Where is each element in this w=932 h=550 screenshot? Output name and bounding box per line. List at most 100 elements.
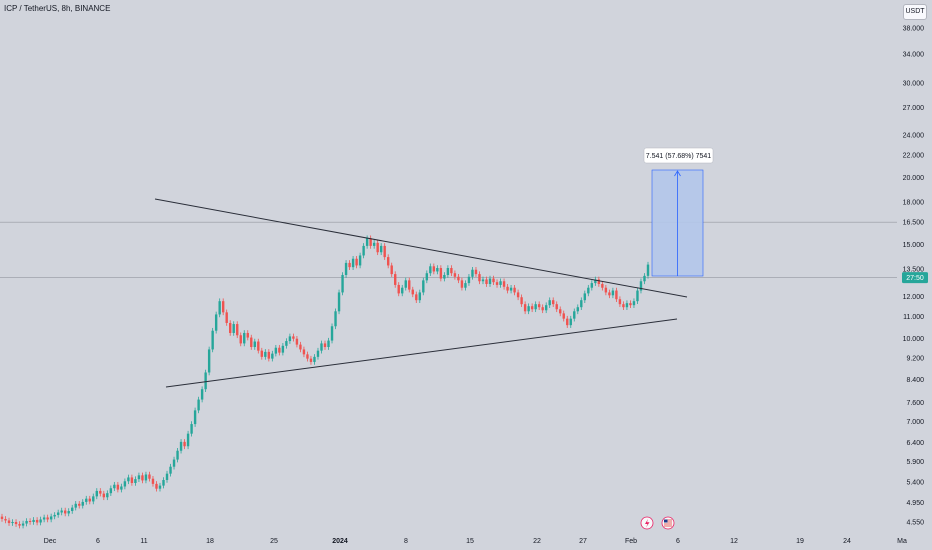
candle-body: [474, 269, 478, 275]
candle: [4, 516, 7, 524]
candle-body: [443, 274, 446, 279]
candle-body: [42, 517, 46, 520]
candle-body: [544, 305, 548, 311]
candle-body: [559, 309, 562, 314]
candle-body: [74, 503, 77, 508]
candle-body: [397, 284, 400, 294]
candle-body: [63, 510, 67, 514]
candle: [436, 265, 439, 275]
candle-body: [464, 283, 467, 288]
candle-body: [88, 498, 91, 502]
candle: [425, 270, 429, 284]
measure-arrow-head: [674, 170, 681, 177]
candle: [573, 308, 576, 322]
us-flag-event-icon[interactable]: [661, 516, 675, 530]
currency-badge[interactable]: USDT: [903, 4, 927, 20]
candle-body: [274, 347, 278, 354]
candle: [615, 287, 618, 303]
candle: [323, 340, 327, 350]
candle-body: [106, 493, 109, 498]
support-trendline[interactable]: [165, 318, 678, 388]
candle: [134, 476, 137, 486]
candle: [429, 263, 432, 277]
candle-body: [92, 496, 95, 502]
candle: [78, 501, 81, 509]
candle: [636, 287, 639, 304]
candle: [46, 514, 49, 523]
candle: [295, 335, 299, 348]
price-tick: 7.600: [906, 400, 924, 407]
candle-body: [78, 503, 81, 506]
time-tick: 12: [730, 538, 738, 545]
candle-body: [569, 318, 572, 326]
candle-body: [401, 287, 404, 294]
candle: [257, 338, 260, 354]
candle-body: [562, 313, 565, 319]
candle: [548, 297, 551, 308]
candle: [474, 266, 478, 277]
candle: [537, 301, 541, 311]
candle: [309, 355, 313, 365]
candle-body: [513, 287, 516, 293]
candle: [639, 278, 643, 294]
candle-body: [629, 303, 632, 306]
resistance-trendline[interactable]: [154, 198, 688, 298]
candle: [271, 350, 274, 362]
candle: [99, 488, 102, 497]
price-axis[interactable]: 38.000 34.000 30.000 27.000 24.000 22.000 20.0…: [902, 26, 928, 527]
event-markers[interactable]: [640, 516, 675, 530]
candle: [432, 263, 436, 275]
candle: [369, 235, 372, 249]
candle: [92, 493, 95, 505]
candle: [485, 276, 488, 287]
candle: [418, 289, 421, 304]
candle: [341, 272, 344, 296]
candle: [351, 255, 355, 270]
candle: [172, 456, 176, 470]
candle-body: [632, 301, 636, 306]
lightning-glyph: [645, 519, 650, 528]
candle-body: [281, 345, 285, 353]
candle-body: [355, 258, 358, 266]
candle-body: [597, 279, 601, 285]
candle-body: [615, 290, 618, 300]
candle-body: [415, 294, 418, 301]
measure-label-box: [643, 147, 714, 164]
candle: [302, 346, 306, 358]
candle-body: [537, 304, 541, 308]
price-tick: 8.400: [906, 377, 924, 384]
candle: [576, 304, 579, 315]
candle: [337, 289, 341, 315]
candle: [137, 472, 141, 482]
candle: [552, 297, 555, 307]
candle: [555, 301, 558, 313]
candle: [246, 330, 249, 341]
time-axis[interactable]: Dec 6 11 18 25 2024 8 15 22 27 Feb 6 12 19 24 Ma: [44, 538, 907, 545]
candle-body: [499, 281, 502, 285]
candle: [492, 275, 495, 285]
candle: [415, 291, 418, 304]
time-tick: 8: [404, 538, 408, 545]
candle: [401, 284, 404, 297]
candle-body: [481, 279, 485, 282]
candle: [348, 260, 351, 270]
candle-body: [102, 493, 106, 498]
time-tick: 15: [466, 538, 474, 545]
candle: [225, 309, 228, 326]
candle: [7, 517, 11, 526]
candle-body: [127, 477, 130, 482]
candle: [471, 266, 474, 280]
candle-body: [450, 268, 453, 274]
candle: [14, 519, 18, 527]
candle: [355, 255, 358, 269]
candle: [197, 396, 200, 414]
candle-body: [299, 344, 302, 350]
candle-body: [583, 293, 587, 301]
candle: [250, 334, 253, 350]
lightning-event-icon[interactable]: [640, 516, 654, 530]
candle-body: [316, 350, 320, 357]
candle: [106, 490, 109, 501]
candle-body: [344, 262, 348, 275]
drawings[interactable]: 7.541 (57.68%) 7541: [154, 147, 714, 388]
